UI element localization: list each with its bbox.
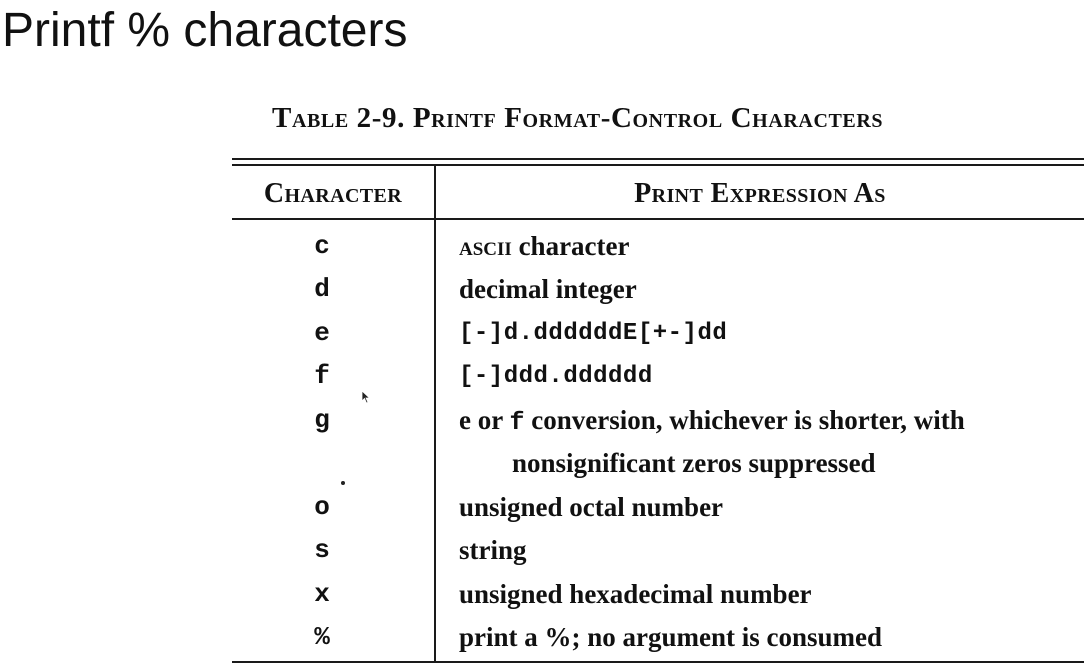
format-char: d [314,274,330,304]
format-char: e [314,318,330,348]
table-bottom-rule [232,661,1084,663]
mouse-pointer-icon [361,390,371,404]
table-row: % print a %; no argument is consumed [232,616,1084,659]
column-divider [434,166,436,661]
format-char: % [314,622,330,652]
format-description: [-]ddd.dddddd [459,363,653,390]
format-description: e or f conversion, whichever is shorter,… [459,405,965,437]
table-header-rule [232,218,1084,220]
scan-speck [341,481,345,485]
slide-title: Printf % characters [2,4,408,57]
format-description: string [459,535,527,565]
table-row: c ascii character [232,225,1084,268]
table-top-rule [232,158,1084,160]
table-row: d decimal integer [232,268,1084,311]
format-char: c [314,231,330,261]
table-row: o unsigned octal number [232,486,1084,529]
table-top-rule-inner [232,164,1084,166]
format-description: decimal integer [459,274,637,304]
format-description: ascii character [459,231,630,261]
column-header-character: Character [263,178,403,209]
table-row: e [-]d.ddddddE[+-]dd [232,312,1084,355]
format-description: unsigned octal number [459,492,724,522]
format-char: f [314,361,330,391]
table-row: x unsigned hexadecimal number [232,573,1084,616]
format-char: g [314,405,330,435]
table-row: f [-]ddd.dddddd [232,355,1084,398]
table-row: g e or f conversion, whichever is shorte… [232,399,1084,485]
format-char: o [314,492,330,522]
format-char: s [314,535,330,565]
format-description: [-]d.ddddddE[+-]dd [459,320,728,347]
table-row: s string [232,529,1084,572]
format-char: x [314,579,330,609]
format-description: print a %; no argument is consumed [459,622,883,652]
column-header-expression: Print Expression As [634,178,886,209]
table-caption: Table 2-9. Printf Format-Control Charact… [272,102,884,134]
format-description: unsigned hexadecimal number [459,579,812,609]
format-description-continuation: nonsignificant zeros suppressed [512,448,876,478]
